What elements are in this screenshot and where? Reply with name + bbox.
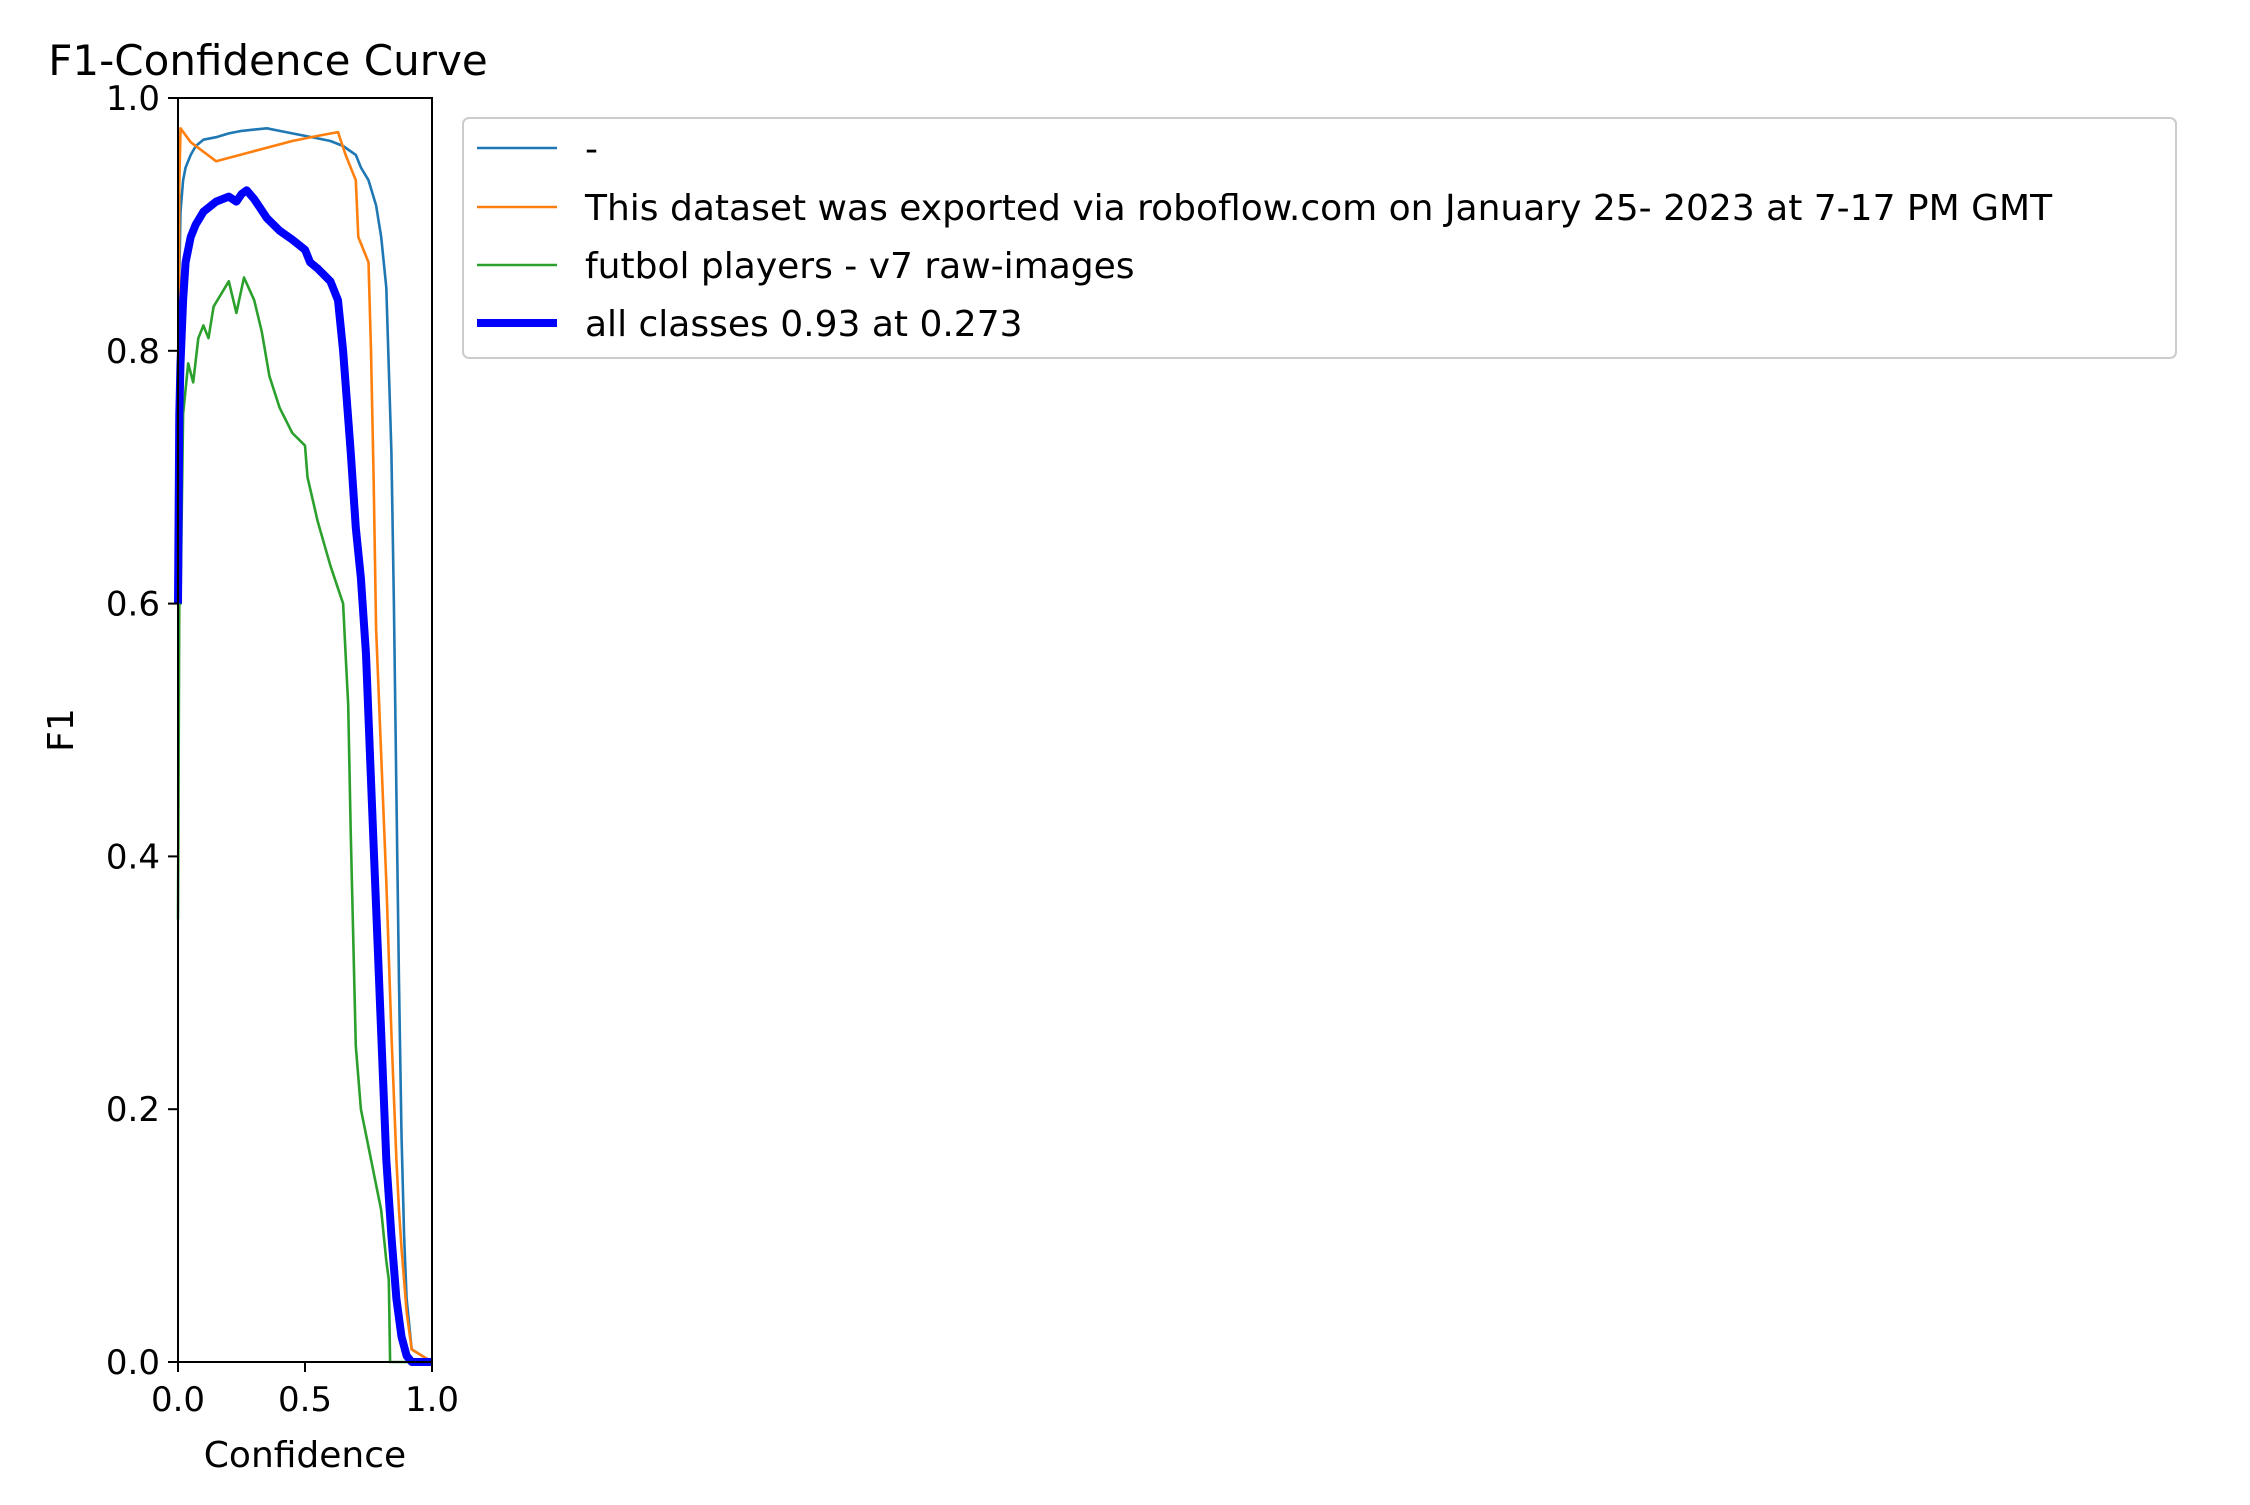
chart-title: F1-Confidence Curve bbox=[48, 36, 487, 85]
plot-frame bbox=[177, 97, 433, 1363]
x-tick-label-0: 0.0 bbox=[151, 1380, 205, 1420]
y-axis: 0.0 0.2 0.4 0.6 0.8 1.0 bbox=[106, 79, 178, 1383]
x-tick-label-1: 0.5 bbox=[278, 1380, 332, 1420]
y-tick-label-2: 0.4 bbox=[106, 837, 160, 877]
y-tick-label-5: 1.0 bbox=[106, 79, 160, 119]
series-line-0 bbox=[176, 127, 433, 1364]
legend-label-1: This dataset was exported via roboflow.c… bbox=[584, 188, 2053, 229]
legend: - This dataset was exported via roboflow… bbox=[462, 117, 2177, 359]
y-tick-label-0: 0.0 bbox=[106, 1343, 160, 1383]
y-tick-label-1: 0.2 bbox=[106, 1090, 160, 1130]
series-line-2 bbox=[176, 276, 432, 1364]
x-axis: 0.0 0.5 1.0 bbox=[151, 1362, 459, 1420]
plot-area bbox=[174, 97, 433, 1366]
legend-label-0: - bbox=[585, 129, 598, 170]
series-line-3 bbox=[174, 186, 432, 1366]
y-tick-label-3: 0.6 bbox=[106, 585, 160, 625]
x-tick-label-2: 1.0 bbox=[405, 1380, 459, 1420]
y-tick-label-4: 0.8 bbox=[106, 332, 160, 372]
x-axis-label: Confidence bbox=[204, 1435, 406, 1476]
series-line-1 bbox=[176, 127, 433, 1364]
legend-label-2: futbol players - v7 raw-images bbox=[585, 246, 1135, 287]
y-axis-label: F1 bbox=[41, 708, 82, 752]
series-layer bbox=[174, 127, 433, 1366]
legend-box bbox=[462, 117, 2177, 359]
legend-label-3: all classes 0.93 at 0.273 bbox=[585, 304, 1023, 345]
